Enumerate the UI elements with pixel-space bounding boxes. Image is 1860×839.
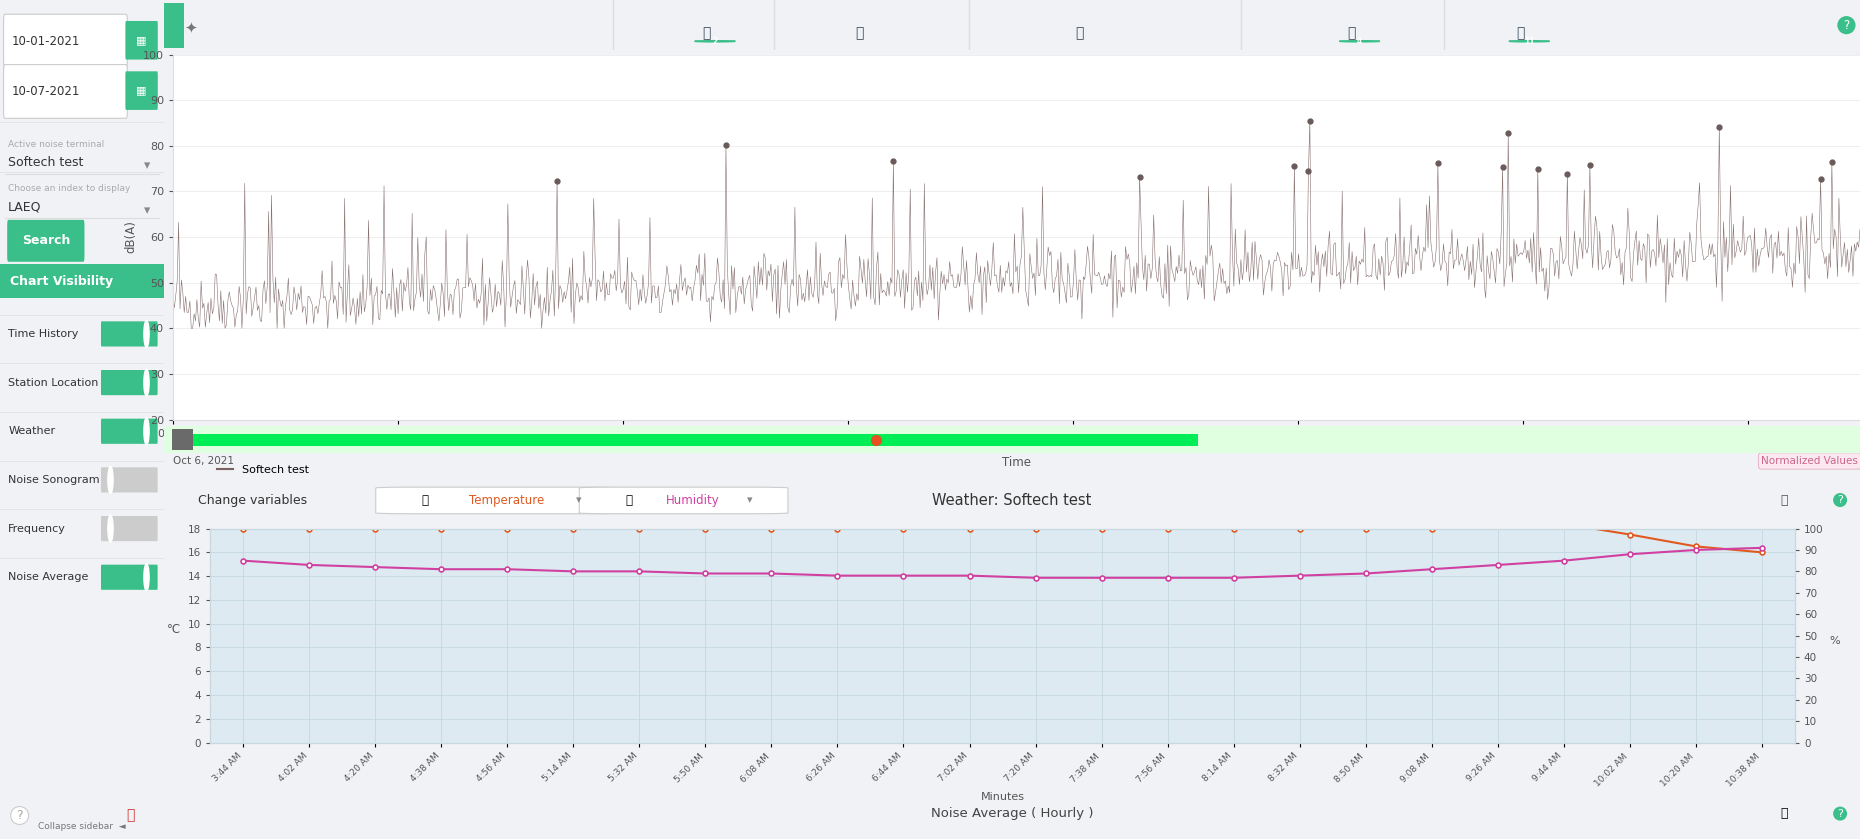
Text: Frequency: Frequency	[7, 524, 67, 534]
Text: ▦: ▦	[136, 86, 147, 96]
Text: Chart Visibility: Chart Visibility	[9, 274, 113, 288]
Bar	[180, 434, 1198, 446]
FancyBboxPatch shape	[125, 71, 158, 110]
Text: Temperature: Temperature	[469, 493, 545, 507]
Text: Noise Sonogram: Noise Sonogram	[7, 475, 100, 485]
Text: Oct 6, 2021: Oct 6, 2021	[173, 456, 234, 466]
Circle shape	[143, 369, 149, 396]
FancyBboxPatch shape	[376, 487, 621, 513]
FancyBboxPatch shape	[100, 321, 158, 347]
Text: Collapse sidebar  ◄: Collapse sidebar ◄	[37, 821, 126, 831]
FancyBboxPatch shape	[4, 14, 126, 68]
Text: 📷: 📷	[1780, 807, 1787, 820]
Text: ?: ?	[1838, 809, 1843, 819]
Text: Active noise terminal: Active noise terminal	[7, 140, 104, 149]
Text: ⬛: ⬛	[126, 809, 136, 822]
Text: ?: ?	[1838, 495, 1843, 505]
FancyBboxPatch shape	[100, 467, 158, 492]
FancyBboxPatch shape	[7, 220, 84, 262]
Text: Station Location: Station Location	[7, 378, 99, 388]
Text: Softech test: Softech test	[7, 156, 84, 169]
Text: ?: ?	[17, 809, 22, 822]
Y-axis label: dB(A): dB(A)	[125, 221, 138, 253]
Circle shape	[694, 40, 735, 42]
Text: 🔥: 🔥	[625, 493, 632, 507]
FancyBboxPatch shape	[125, 21, 158, 60]
Text: Time: Time	[1003, 456, 1030, 469]
Text: Time History: Time History	[7, 329, 78, 339]
Text: 📷: 📷	[1780, 493, 1787, 507]
FancyBboxPatch shape	[100, 516, 158, 541]
Text: Noise Average ( Hourly ): Noise Average ( Hourly )	[930, 807, 1094, 820]
Text: Change variables: Change variables	[197, 493, 307, 507]
Circle shape	[143, 320, 149, 347]
Text: ▾: ▾	[145, 159, 151, 173]
Circle shape	[1508, 40, 1549, 42]
Y-axis label: °C: °C	[167, 623, 180, 636]
Text: Noise Average: Noise Average	[7, 572, 89, 582]
Text: Weather: Softech test: Weather: Softech test	[932, 492, 1092, 508]
Circle shape	[143, 418, 149, 445]
Text: LAEQ: LAEQ	[7, 201, 41, 214]
Text: ▦: ▦	[136, 35, 147, 45]
FancyBboxPatch shape	[100, 370, 158, 395]
Text: ▾: ▾	[577, 495, 582, 505]
Text: 10-07-2021: 10-07-2021	[11, 85, 80, 98]
Text: 🎙: 🎙	[703, 26, 711, 39]
Text: ▾: ▾	[145, 204, 151, 217]
Bar	[173, 429, 193, 451]
Text: Weather: Weather	[7, 426, 56, 436]
FancyBboxPatch shape	[578, 487, 789, 513]
Circle shape	[108, 515, 113, 542]
Bar	[164, 3, 184, 48]
Text: Normalized Values: Normalized Values	[1761, 456, 1858, 466]
Bar	[0, 264, 164, 298]
Text: ▾: ▾	[748, 495, 753, 505]
Circle shape	[108, 466, 113, 493]
Text: 🎙: 🎙	[1347, 26, 1356, 39]
Text: 🎙: 🎙	[1075, 26, 1084, 39]
Text: 🎙: 🎙	[856, 26, 863, 39]
Text: 11: 11	[1523, 37, 1534, 46]
Circle shape	[1339, 40, 1380, 42]
X-axis label: Minutes: Minutes	[980, 792, 1025, 802]
Text: 10-01-2021: 10-01-2021	[11, 34, 80, 48]
Y-axis label: %: %	[1830, 636, 1840, 645]
Text: 4: 4	[1358, 37, 1362, 46]
Text: Choose an index to display: Choose an index to display	[7, 185, 130, 193]
Text: 🌡: 🌡	[422, 493, 428, 507]
Text: Humidity: Humidity	[666, 493, 720, 507]
Legend: Softech test: Softech test	[212, 461, 314, 480]
Circle shape	[143, 564, 149, 591]
Text: Search: Search	[22, 234, 71, 248]
FancyBboxPatch shape	[4, 65, 126, 118]
Text: ?: ?	[1843, 18, 1849, 32]
FancyBboxPatch shape	[100, 565, 158, 590]
Text: 2: 2	[712, 37, 718, 46]
FancyBboxPatch shape	[100, 419, 158, 444]
Text: 🎙: 🎙	[1516, 26, 1525, 39]
Text: ✦: ✦	[184, 20, 197, 35]
